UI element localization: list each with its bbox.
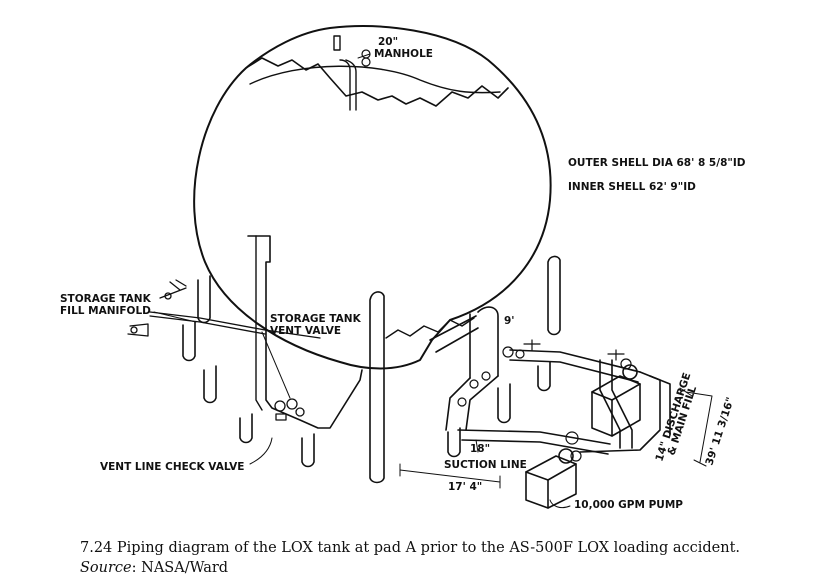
suction-length-label: 17' 4"	[448, 481, 482, 493]
fill-manifold-label-1: STORAGE TANK	[60, 293, 152, 305]
caption-source-value: : NASA/Ward	[131, 560, 229, 576]
dimension-lines	[399, 387, 713, 489]
outer-shell-label: OUTER SHELL DIA 68' 8 5/8"ID	[568, 157, 746, 169]
suction-size-label: 18"	[470, 443, 490, 455]
suction-line-label: SUCTION LINE	[444, 459, 527, 471]
pump-label: 10,000 GPM PUMP	[574, 499, 683, 511]
vent-check-label: VENT LINE CHECK VALVE	[100, 461, 244, 473]
caption-text: Piping diagram of the LOX tank at pad A …	[116, 540, 741, 556]
caption-source: Source: NASA/Ward	[80, 558, 800, 578]
riser-height-label: 9'	[504, 315, 515, 327]
vent-valve-label-1: STORAGE TANK	[270, 313, 362, 325]
manhole-label: MANHOLE	[374, 48, 433, 60]
suction-piping	[429, 306, 611, 455]
fill-manifold-label-2: FILL MANIFOLD	[60, 305, 151, 317]
leader-lines	[153, 53, 571, 509]
pump-upper	[591, 364, 641, 437]
vent-valve-label-2: VENT VALVE	[270, 325, 341, 337]
fill-manifold	[127, 279, 321, 339]
cutaway-edge-lower	[385, 317, 475, 339]
inner-shell-label: INNER SHELL 62' 9"ID	[568, 181, 696, 193]
discharge-length-label: 39' 11 3/16"	[703, 396, 736, 467]
caption-line: 7.24 Piping diagram of the LOX tank at p…	[80, 538, 800, 558]
caption-number: 7.24	[80, 540, 113, 556]
vent-pipe	[247, 235, 363, 429]
discharge-piping	[509, 349, 671, 453]
manhole-size-label: 20"	[378, 36, 398, 48]
vent-valve	[274, 398, 305, 421]
manhole-fitting	[333, 35, 371, 111]
pipe-fittings	[457, 339, 632, 462]
pump-lower	[525, 448, 577, 509]
cutaway-edge-top	[245, 57, 509, 107]
tank-outer-shell	[193, 25, 552, 370]
tank-inner-shell	[249, 65, 501, 94]
figure-caption: 7.24 Piping diagram of the LOX tank at p…	[80, 538, 800, 578]
tank-legs	[182, 255, 561, 484]
caption-source-key: Source	[80, 560, 132, 576]
